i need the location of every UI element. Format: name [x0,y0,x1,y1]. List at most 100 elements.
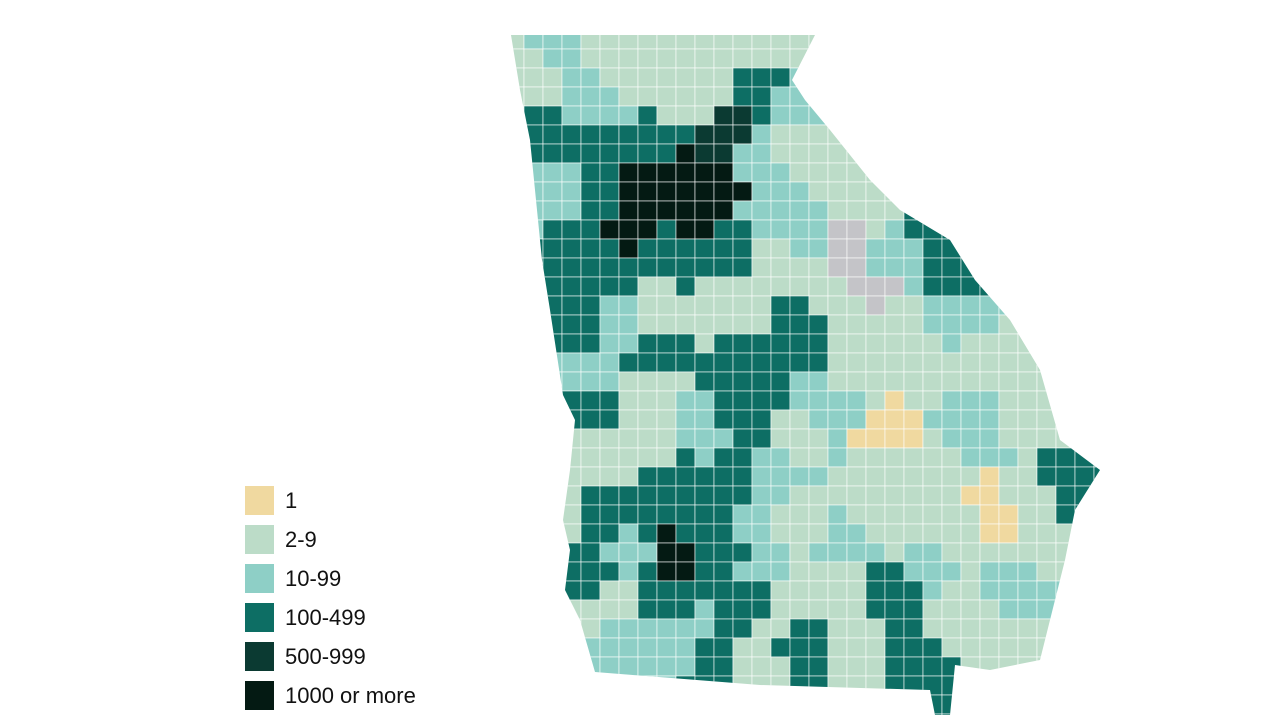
county-region [1017,466,1038,487]
county-region [827,504,848,525]
county-region [1055,428,1076,449]
county-region [637,124,658,145]
county-region [960,105,981,126]
county-region [1055,485,1076,506]
county-region [599,143,620,164]
county-region [694,35,715,50]
county-region [922,35,943,50]
county-region [561,694,582,715]
county-region [789,656,810,677]
county-region [884,675,905,696]
county-region [580,542,601,563]
county-region [1074,656,1095,677]
county-region [941,409,962,430]
county-region [827,352,848,373]
county-region [903,694,924,715]
county-region [789,637,810,658]
county-region [1074,35,1095,50]
county-region [694,713,715,715]
county-region [618,561,639,582]
county-region [618,352,639,373]
county-region [941,257,962,278]
county-region [580,390,601,411]
county-region [618,86,639,107]
county-region [713,105,734,126]
county-region [884,504,905,525]
county-region [1055,200,1076,221]
county-region [903,276,924,297]
county-region [1093,428,1100,449]
county-region [827,314,848,335]
county-region [1055,713,1076,715]
county-region [1055,143,1076,164]
county-region [511,333,525,354]
county-region [884,105,905,126]
county-region [1093,276,1100,297]
county-region [599,656,620,677]
county-region [542,409,563,430]
county-region [637,35,658,50]
county-region [751,238,772,259]
county-region [675,352,696,373]
county-region [511,656,525,677]
county-region [511,580,525,601]
county-region [561,162,582,183]
legend-label: 500-999 [285,643,366,669]
county-region [580,238,601,259]
county-region [675,675,696,696]
county-region [884,333,905,354]
county-region [979,580,1000,601]
county-region [599,352,620,373]
county-region [827,485,848,506]
county-region [732,219,753,240]
county-region [941,713,962,715]
county-region [770,48,791,69]
county-region [732,257,753,278]
county-region [903,428,924,449]
county-region [922,428,943,449]
county-region [770,485,791,506]
county-region [511,428,525,449]
county-region [561,637,582,658]
county-region [1055,86,1076,107]
county-region [618,485,639,506]
county-region [1036,219,1057,240]
county-region [637,523,658,544]
county-region [884,67,905,88]
county-region [922,276,943,297]
county-region [922,580,943,601]
county-region [713,599,734,620]
county-region [580,561,601,582]
legend: 1 2-9 10-99 100-499 500-999 1000 or more [245,481,416,715]
county-region [618,276,639,297]
county-region [675,447,696,468]
county-region [941,675,962,696]
county-region [580,333,601,354]
county-region [511,314,525,335]
county-region [1074,390,1095,411]
county-region [523,219,544,240]
county-region [1017,542,1038,563]
legend-item-500-999: 500-999 [245,637,416,676]
county-region [732,333,753,354]
county-region [1074,162,1095,183]
county-region [675,694,696,715]
county-region [1017,181,1038,202]
county-region [941,428,962,449]
county-region [618,599,639,620]
county-region [846,599,867,620]
county-region [922,48,943,69]
county-region [808,637,829,658]
county-region [922,314,943,335]
county-region [751,409,772,430]
county-region [960,580,981,601]
county-region [732,561,753,582]
county-region [542,124,563,145]
county-region [903,523,924,544]
county-region [561,67,582,88]
county-region [732,409,753,430]
county-region [960,428,981,449]
county-region [511,409,525,430]
county-region [979,713,1000,715]
county-region [637,352,658,373]
